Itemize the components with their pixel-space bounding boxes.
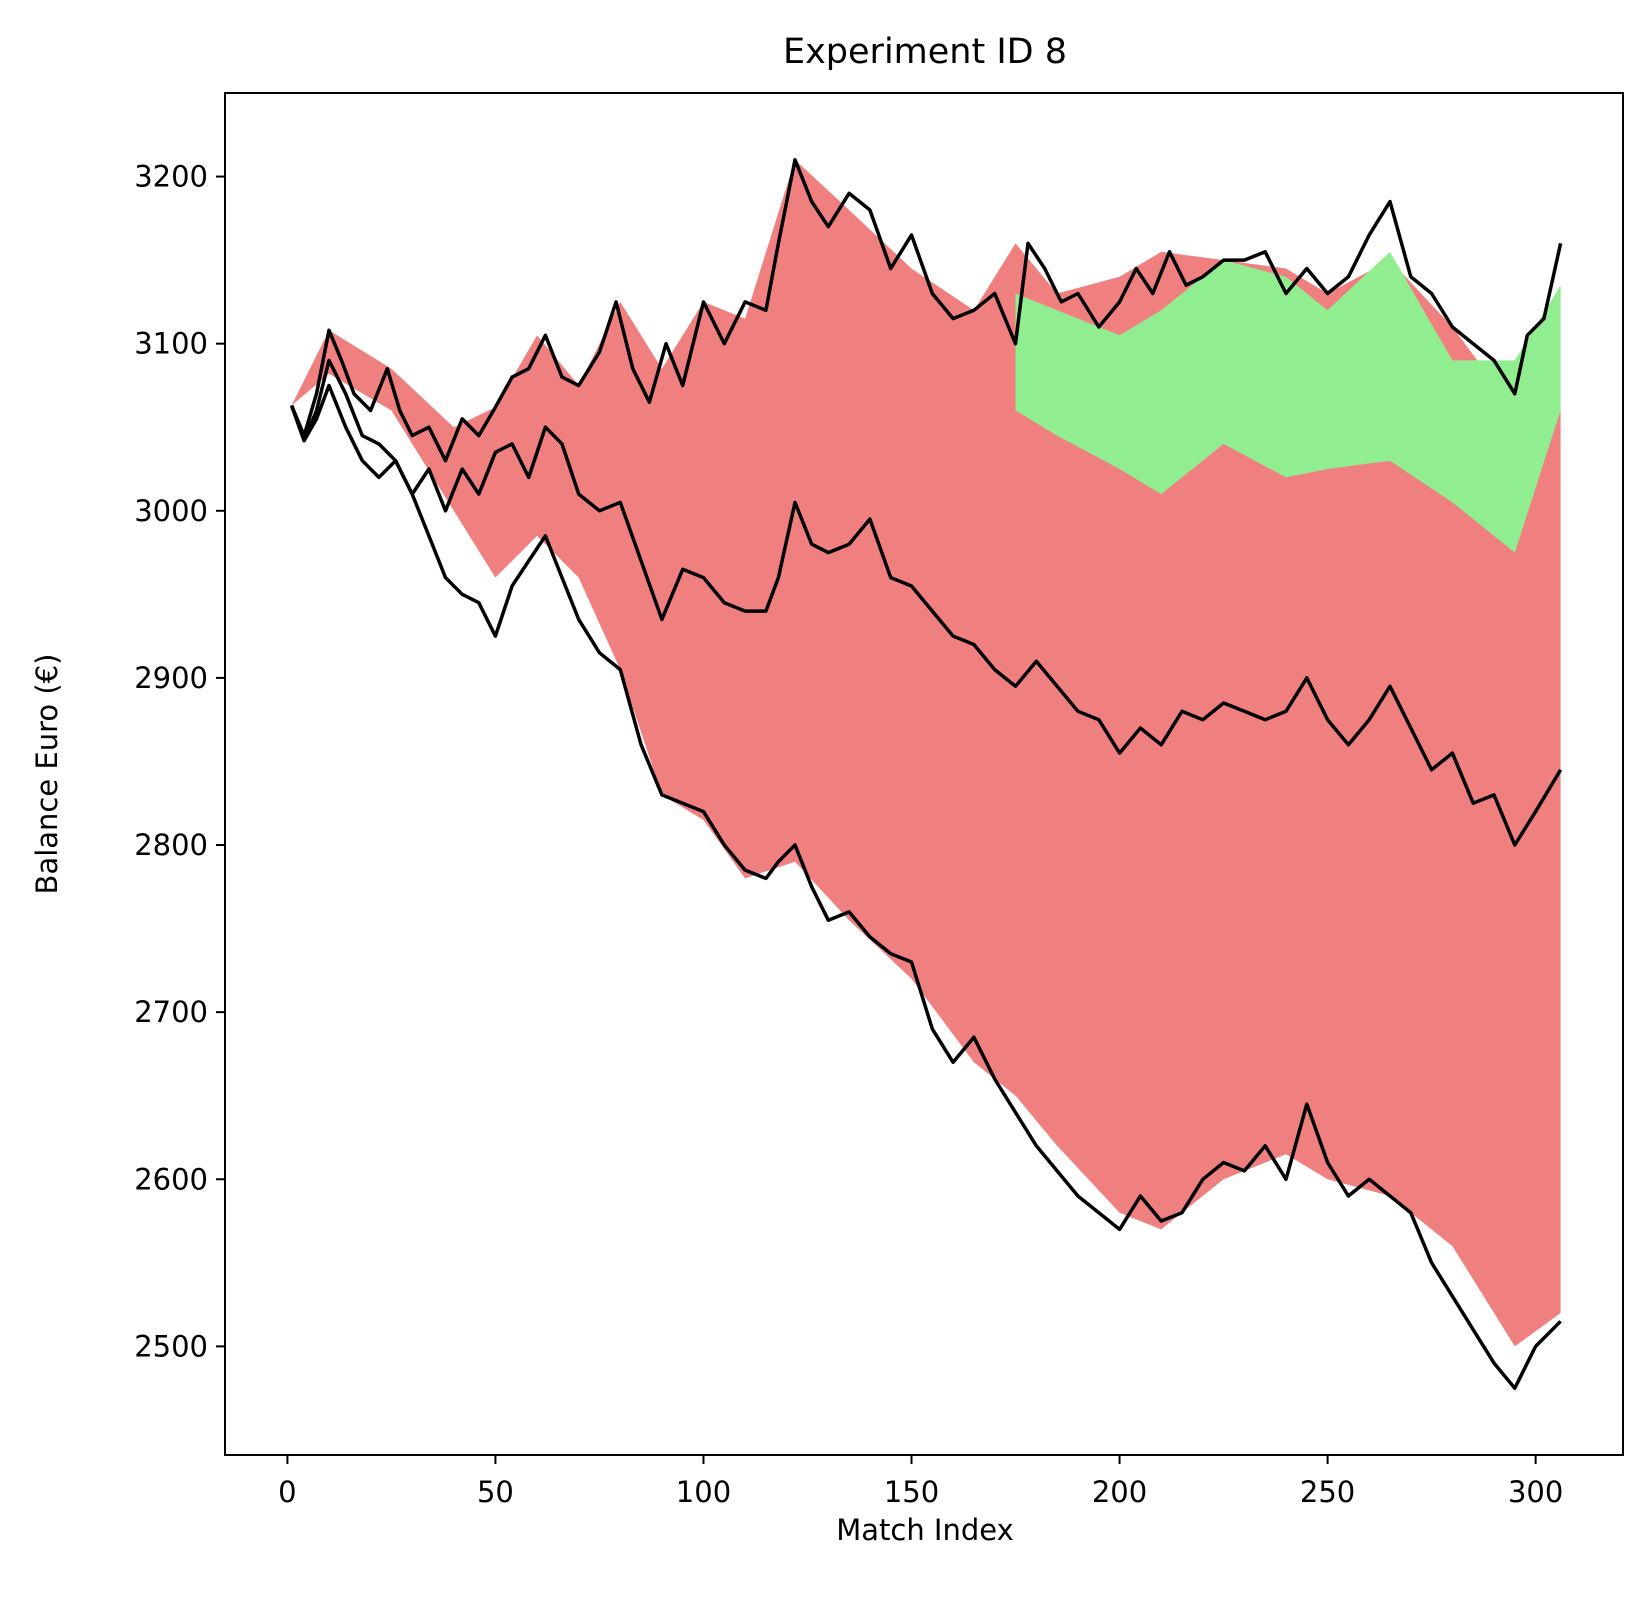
x-tick-label: 0 [278, 1475, 296, 1509]
x-axis: 0 50 100 150 200 250 300 [278, 1455, 1563, 1509]
envelope-line-0 [289, 158, 1563, 463]
x-tick-label: 50 [477, 1475, 514, 1509]
x-tick-label: 200 [1092, 1475, 1147, 1509]
plot-frame [224, 92, 1624, 1456]
x-axis-title: Match Index [836, 1513, 1014, 1547]
y-tick-label: 2800 [134, 828, 208, 862]
y-tick-label: 3200 [134, 160, 208, 194]
series-layer [289, 158, 1563, 1390]
x-tick-label: 150 [884, 1475, 939, 1509]
envelope-line-2 [289, 383, 1562, 1390]
y-tick-label: 3100 [134, 327, 208, 361]
series-band-0 [291, 159, 1561, 1347]
y-axis: 2500 2600 2700 2800 2900 3000 3100 3200 [134, 160, 225, 1363]
y-tick-label: 2600 [134, 1162, 208, 1196]
y-axis-title: Balance Euro (€) [30, 654, 64, 895]
y-tick-label: 2900 [134, 661, 208, 695]
y-tick-label: 3000 [134, 494, 208, 528]
x-tick-label: 250 [1300, 1475, 1355, 1509]
y-tick-label: 2500 [134, 1329, 208, 1363]
band-layer [291, 159, 1561, 1347]
x-tick-label: 300 [1508, 1475, 1563, 1509]
series-band-1 [1015, 251, 1561, 553]
envelope-line-1 [289, 358, 1563, 847]
x-tick-label: 100 [676, 1475, 731, 1509]
chart-title: Experiment ID 8 [783, 32, 1067, 72]
y-tick-label: 2700 [134, 995, 208, 1029]
